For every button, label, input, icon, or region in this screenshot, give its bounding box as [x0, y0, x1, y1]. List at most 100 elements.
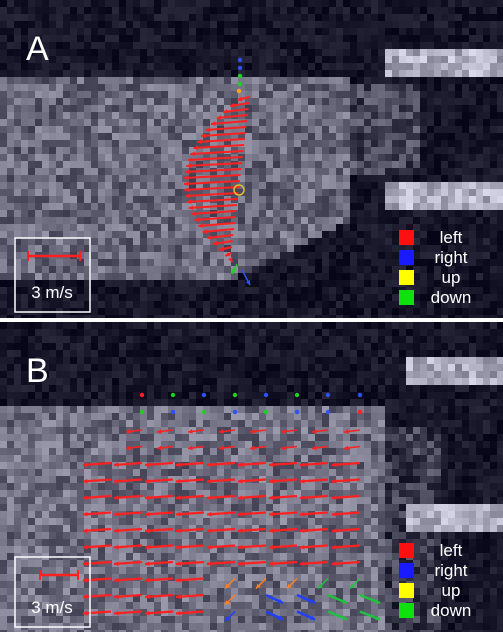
- speckle: [329, 371, 336, 378]
- speckle: [315, 350, 322, 357]
- speckle: [420, 42, 427, 49]
- speckle: [84, 35, 91, 42]
- speckle: [84, 217, 91, 224]
- speckle: [98, 420, 105, 427]
- speckle: [469, 378, 476, 385]
- speckle: [175, 98, 182, 105]
- speckle: [161, 49, 168, 56]
- speckle: [420, 175, 427, 182]
- speckle: [378, 133, 385, 140]
- speckle: [147, 329, 154, 336]
- speckle: [371, 196, 378, 203]
- speckle: [70, 406, 77, 413]
- speckle: [203, 448, 210, 455]
- speckle: [77, 434, 84, 441]
- speckle: [210, 91, 217, 98]
- speckle: [357, 210, 364, 217]
- speckle: [35, 147, 42, 154]
- speckle: [196, 77, 203, 84]
- speckle: [378, 77, 385, 84]
- speckle: [329, 448, 336, 455]
- speckle: [427, 49, 434, 56]
- speckle: [196, 7, 203, 14]
- speckle: [42, 476, 49, 483]
- speckle: [497, 399, 503, 406]
- speckle: [63, 49, 70, 56]
- speckle: [70, 161, 77, 168]
- speckle: [42, 434, 49, 441]
- speckle: [0, 343, 7, 350]
- speckle: [483, 42, 490, 49]
- speckle: [378, 196, 385, 203]
- speckle: [476, 343, 483, 350]
- speckle: [420, 28, 427, 35]
- speckle: [28, 462, 35, 469]
- speckle: [329, 273, 336, 280]
- speckle: [364, 14, 371, 21]
- speckle: [161, 399, 168, 406]
- speckle: [329, 378, 336, 385]
- speckle: [455, 21, 462, 28]
- speckle: [280, 238, 287, 245]
- speckle: [210, 427, 217, 434]
- speckle: [427, 56, 434, 63]
- speckle: [364, 231, 371, 238]
- speckle: [133, 231, 140, 238]
- speckle: [84, 231, 91, 238]
- speckle: [448, 420, 455, 427]
- speckle: [203, 287, 210, 294]
- speckle: [0, 252, 7, 259]
- panel-b: [0, 322, 503, 632]
- speckle: [70, 413, 77, 420]
- speckle: [196, 266, 203, 273]
- speckle: [322, 364, 329, 371]
- speckle: [21, 455, 28, 462]
- speckle: [322, 189, 329, 196]
- speckle: [168, 455, 175, 462]
- speckle: [308, 126, 315, 133]
- speckle: [238, 280, 245, 287]
- speckle: [301, 378, 308, 385]
- speckle: [350, 105, 357, 112]
- speckle: [336, 406, 343, 413]
- speckle: [133, 392, 140, 399]
- speckle: [266, 378, 273, 385]
- speckle: [287, 245, 294, 252]
- speckle: [49, 70, 56, 77]
- speckle: [231, 35, 238, 42]
- speckle: [385, 427, 392, 434]
- speckle: [329, 385, 336, 392]
- speckle: [49, 112, 56, 119]
- speckle: [196, 98, 203, 105]
- speckle: [28, 175, 35, 182]
- speckle: [322, 294, 329, 301]
- speckle: [413, 189, 420, 196]
- speckle: [490, 413, 497, 420]
- speckle: [483, 252, 490, 259]
- speckle: [448, 98, 455, 105]
- speckle: [294, 105, 301, 112]
- speckle: [294, 140, 301, 147]
- speckle: [63, 91, 70, 98]
- speckle: [399, 455, 406, 462]
- speckle: [357, 336, 364, 343]
- speckle: [105, 322, 112, 329]
- speckle: [126, 455, 133, 462]
- speckle: [343, 371, 350, 378]
- speckle: [483, 364, 490, 371]
- speckle: [336, 133, 343, 140]
- speckle: [189, 336, 196, 343]
- speckle: [91, 210, 98, 217]
- speckle: [70, 49, 77, 56]
- speckle: [196, 28, 203, 35]
- speckle: [322, 168, 329, 175]
- speckle: [490, 203, 497, 210]
- speckle: [56, 231, 63, 238]
- speckle: [315, 147, 322, 154]
- speckle: [273, 287, 280, 294]
- speckle: [0, 378, 7, 385]
- speckle: [399, 378, 406, 385]
- speckle: [0, 56, 7, 63]
- speckle: [224, 14, 231, 21]
- speckle: [364, 182, 371, 189]
